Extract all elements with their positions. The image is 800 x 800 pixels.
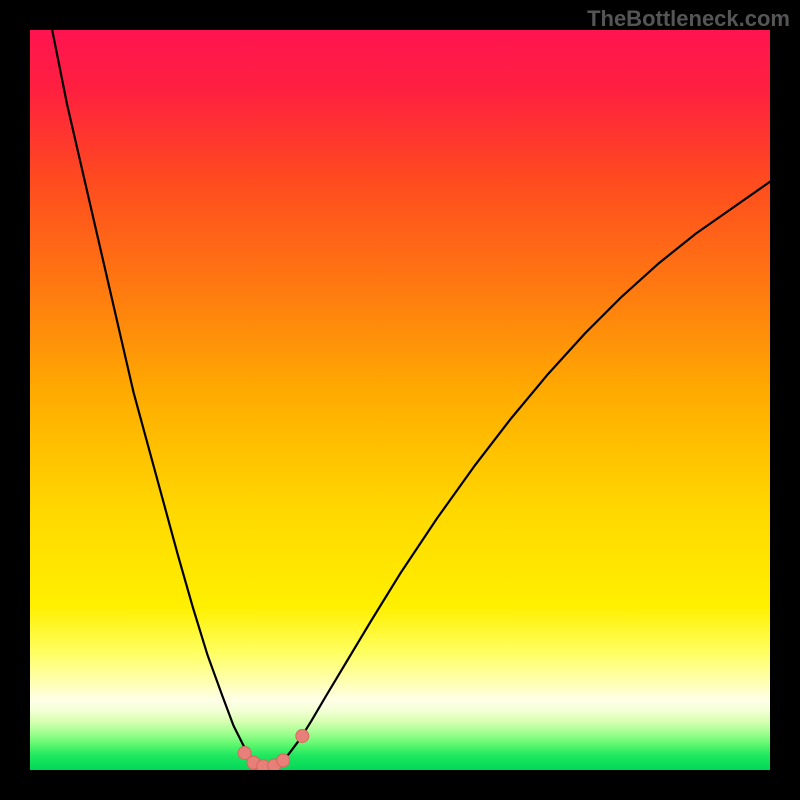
- curve-layer: [30, 30, 770, 770]
- chart-container: TheBottleneck.com: [0, 0, 800, 800]
- watermark-text: TheBottleneck.com: [587, 6, 790, 32]
- curve-markers: [238, 729, 309, 770]
- plot-area: [30, 30, 770, 770]
- curve-marker: [277, 754, 290, 767]
- bottleneck-curve: [52, 30, 770, 767]
- curve-marker: [296, 729, 309, 742]
